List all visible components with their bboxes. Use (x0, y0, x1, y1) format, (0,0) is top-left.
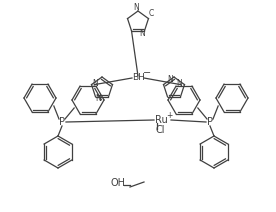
Text: −: − (143, 68, 151, 78)
Text: BH: BH (132, 73, 145, 81)
Text: P: P (59, 117, 65, 127)
Text: N: N (133, 4, 139, 13)
Text: N: N (177, 79, 182, 88)
Text: N: N (167, 74, 173, 84)
Text: N: N (93, 79, 99, 88)
Text: Ru: Ru (155, 115, 168, 125)
Text: N: N (96, 94, 101, 103)
Text: Cl: Cl (155, 125, 164, 135)
Text: +: + (166, 110, 172, 120)
Text: N: N (139, 29, 145, 39)
Text: OH: OH (110, 178, 126, 188)
Text: P: P (207, 117, 213, 127)
Text: C: C (148, 8, 154, 18)
